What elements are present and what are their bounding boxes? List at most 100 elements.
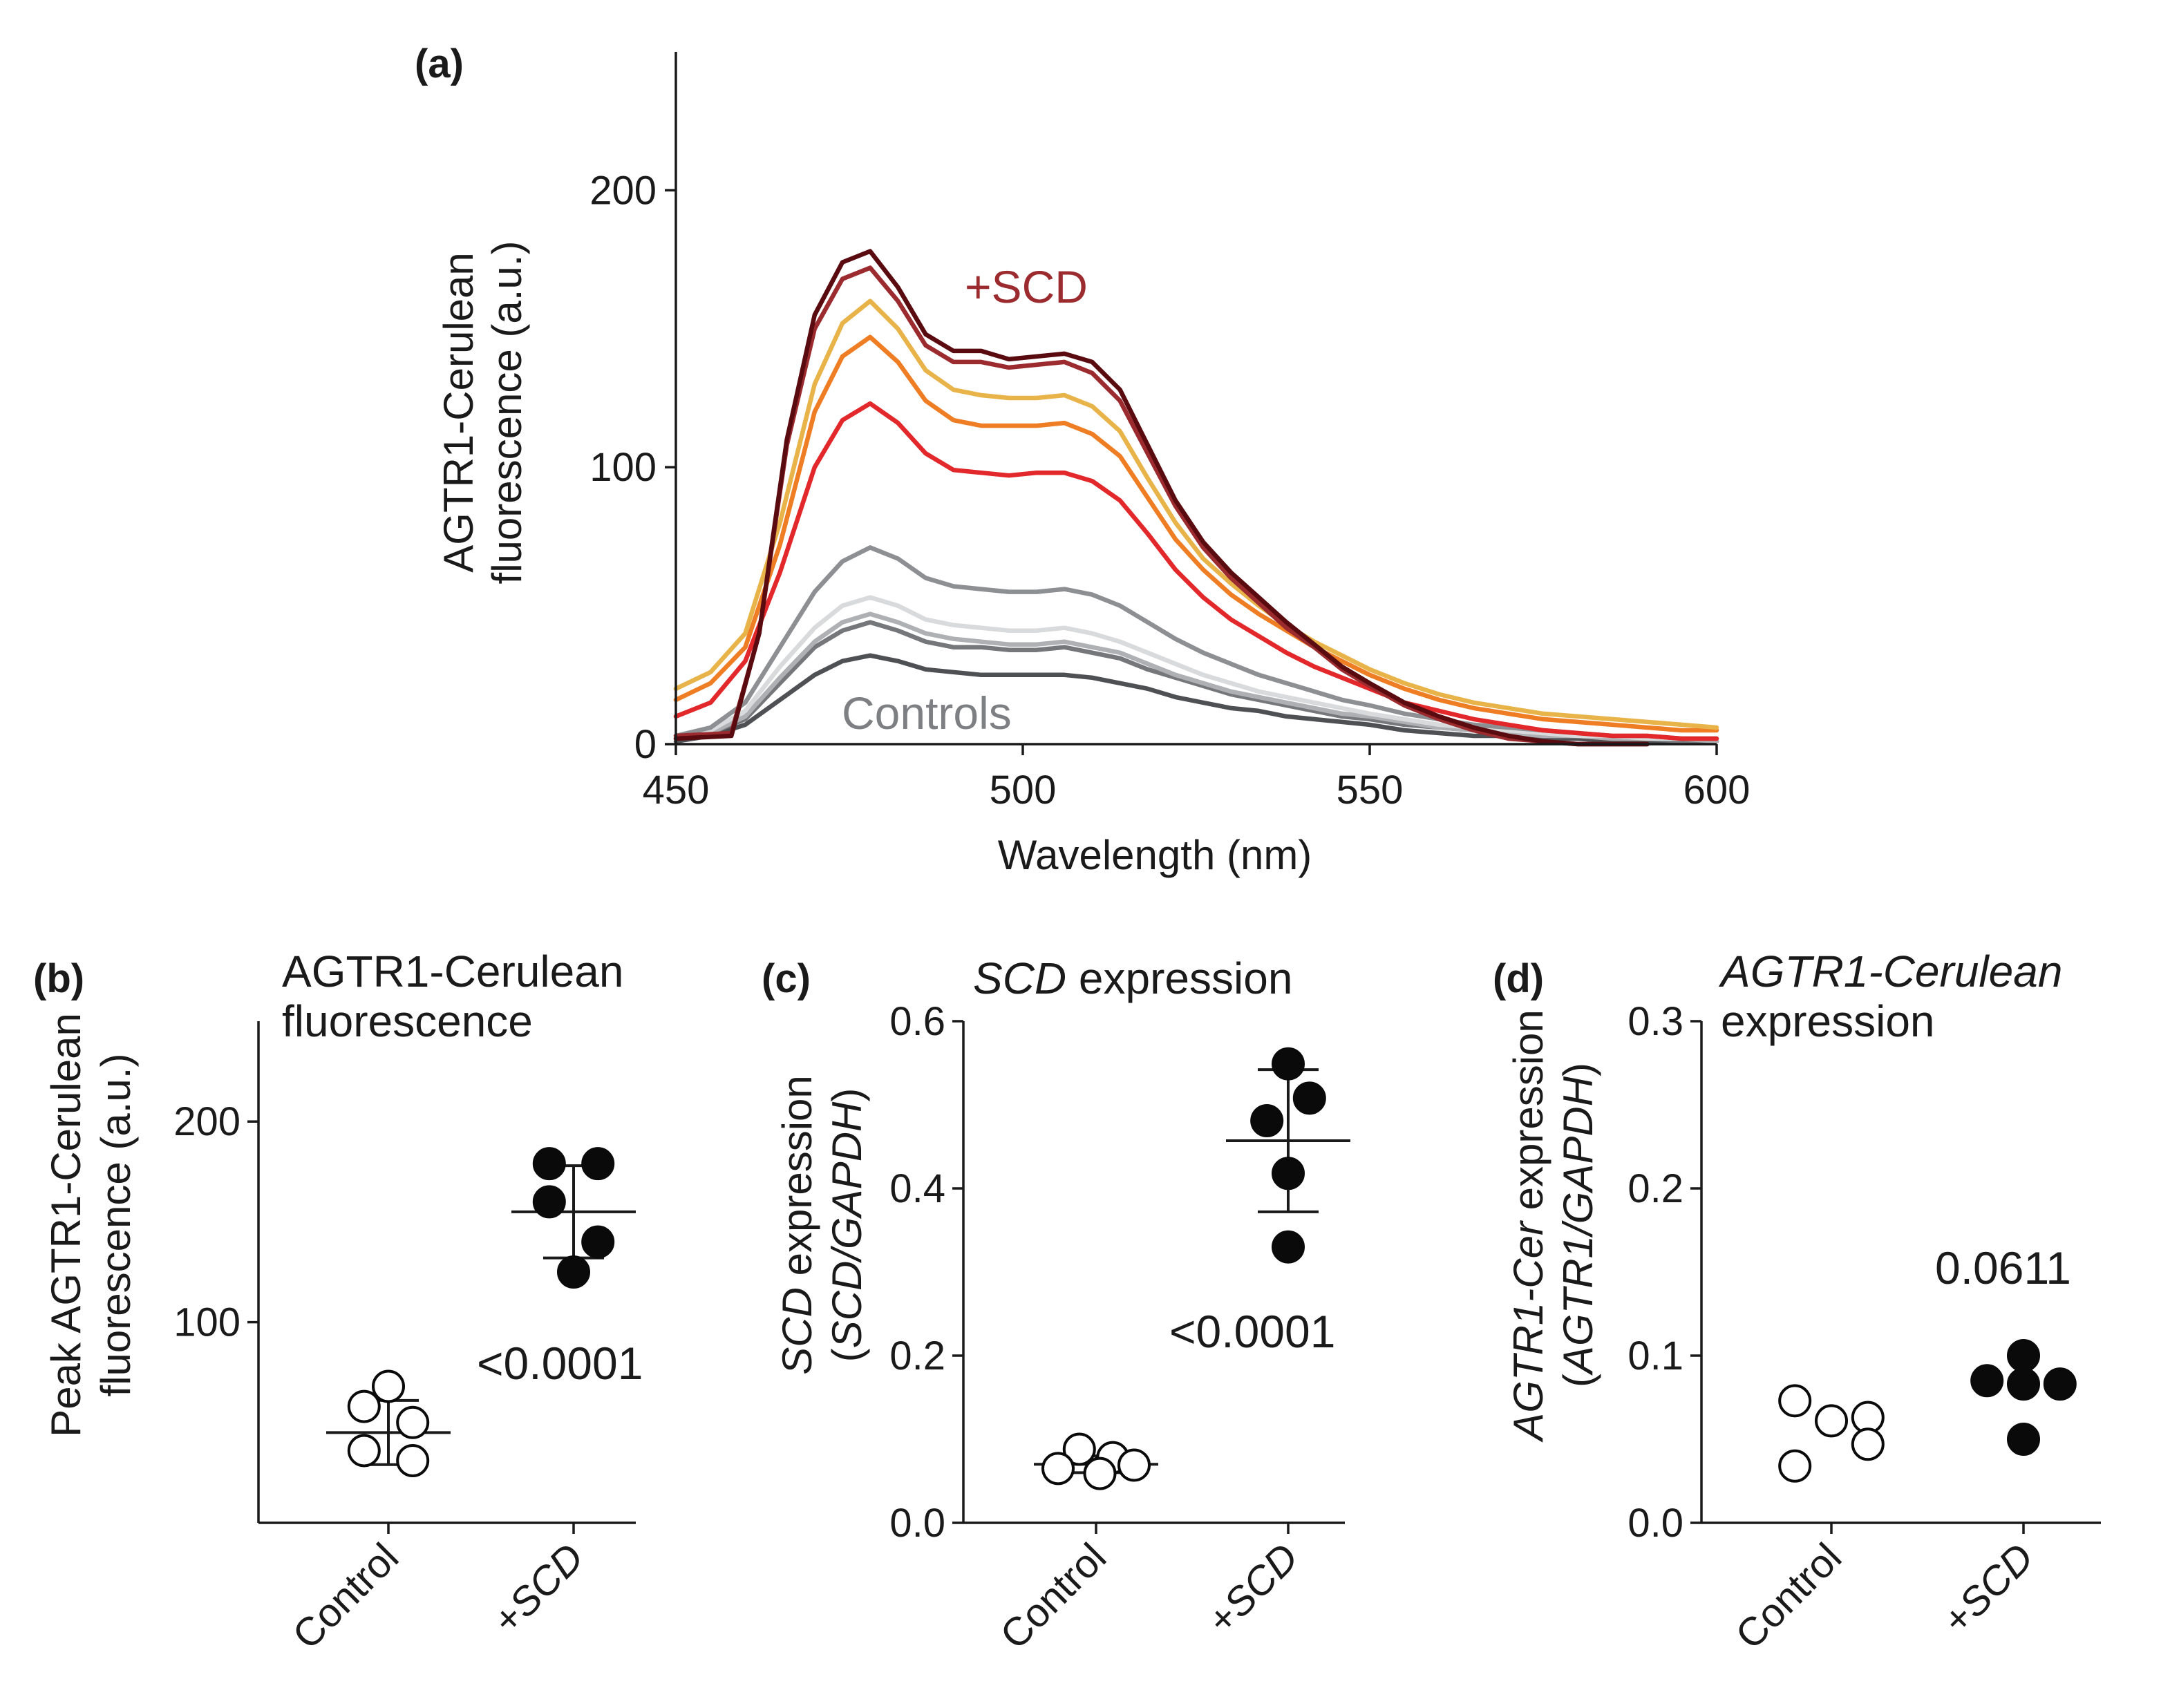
spectrum-line-control-8 <box>673 611 1719 744</box>
panel-c-y-label-word: expression <box>774 1075 820 1287</box>
scd-data-point <box>1272 1157 1305 1190</box>
spectrum-line-scd-2 <box>673 265 1650 747</box>
panel-c-scatter: (c) SCD expression SCD expression (SCD/G… <box>762 953 1350 1658</box>
control-data-point <box>1815 1404 1848 1438</box>
spectrum-line-scd-3 <box>673 298 1719 730</box>
scd-data-point <box>532 1147 566 1181</box>
panel-c-y-label-open: ( <box>824 1348 870 1362</box>
panel-a-y-label-line2: fluorescence (a.u.) <box>484 241 530 585</box>
spectrum-line-control-7 <box>673 595 1719 741</box>
scd-data-point <box>2007 1367 2040 1401</box>
panel-d-y-label-close: ) <box>1555 1063 1601 1076</box>
panel-c-y-label-ratio: SCD/GAPDH <box>824 1101 870 1348</box>
x-tick-label: 550 <box>1337 768 1404 813</box>
panel-c-y-label-gene: SCD <box>774 1287 820 1375</box>
scd-data-point <box>2007 1423 2040 1456</box>
spectrum-line-control-6 <box>673 545 1719 741</box>
panel-d-label: (d) <box>1493 956 1544 1001</box>
panel-d-title-line2: expression <box>1721 996 1935 1046</box>
y-tick-label: 0 <box>634 722 657 767</box>
scd-data-point <box>1272 1047 1305 1081</box>
x-category-label: +SCD <box>484 1535 593 1643</box>
scd-data-point <box>1272 1230 1305 1264</box>
x-category-label: Control <box>1727 1535 1850 1658</box>
x-category-label: +SCD <box>1934 1535 2043 1643</box>
panel-d-y-label-open: ( <box>1555 1374 1601 1387</box>
panel-a-x-label: Wavelength (nm) <box>998 832 1312 878</box>
panel-b-scatter: (b) AGTR1-Cerulean fluorescence Peak AGT… <box>33 947 643 1658</box>
x-category-label: Control <box>992 1535 1115 1658</box>
panel-b-title-line2: fluorescence <box>282 996 533 1046</box>
y-tick-label: 100 <box>589 445 657 490</box>
panel-b-y-label-line1: Peak AGTR1-Cerulean <box>43 1013 89 1437</box>
spectrum-line-scd-5 <box>673 401 1719 741</box>
panel-c-pvalue: <0.0001 <box>1169 1306 1335 1357</box>
panel-b-y-label-line2: fluorescence (a.u.) <box>93 1054 139 1397</box>
panel-d-scatter: (d) AGTR1-Cerulean expression AGTR1-Cer … <box>1493 947 2101 1658</box>
y-tick-label: 0.3 <box>1628 999 1683 1044</box>
scd-data-point <box>2043 1367 2077 1401</box>
spectrum-line-scd-4 <box>673 334 1719 733</box>
control-data-point <box>1778 1384 1812 1418</box>
control-data-point <box>1041 1452 1075 1486</box>
y-tick-label: 200 <box>589 168 657 213</box>
panel-c-label: (c) <box>762 956 811 1001</box>
panel-d-y-label-gene: AGTR1-Cer <box>1505 1220 1551 1443</box>
control-data-point <box>372 1369 405 1403</box>
spectrum-line-scd-1 <box>673 249 1650 747</box>
control-data-point <box>396 1405 430 1439</box>
scd-data-point <box>1250 1103 1284 1137</box>
panel-a-curves <box>673 249 1719 747</box>
control-data-point <box>347 1434 381 1468</box>
scd-data-point <box>581 1225 615 1259</box>
x-tick-label: 450 <box>643 768 710 813</box>
panel-c-y-label-line2: (SCD/GAPDH) <box>824 1088 870 1363</box>
panel-d-y-label-word: expression <box>1505 1009 1551 1222</box>
y-tick-label: 100 <box>173 1300 240 1345</box>
control-data-point <box>1778 1449 1812 1483</box>
scd-data-point <box>1292 1081 1326 1115</box>
scd-annotation: +SCD <box>965 261 1088 312</box>
control-data-point <box>1062 1432 1096 1466</box>
y-tick-label: 0.6 <box>889 999 945 1044</box>
x-category-label: Control <box>284 1535 407 1658</box>
panel-b-pvalue: <0.0001 <box>477 1338 643 1389</box>
panel-b-title-line1: AGTR1-Cerulean <box>282 947 623 996</box>
control-data-point <box>1851 1427 1885 1461</box>
control-data-point <box>347 1389 381 1423</box>
panel-c-y-label-line1: SCD expression <box>774 1075 820 1375</box>
y-tick-label: 0.4 <box>889 1166 945 1211</box>
control-data-point <box>1117 1448 1151 1482</box>
panel-a-ticks: 450 500 550 600 0 100 200 <box>589 168 1750 813</box>
panel-d-y-label-line2: (AGTR1/GAPDH) <box>1555 1063 1601 1387</box>
x-tick-label: 500 <box>990 768 1057 813</box>
panel-a-y-label-line1: AGTR1-Cerulean <box>435 252 482 573</box>
panel-a-label: (a) <box>415 41 464 86</box>
y-tick-label: 0.1 <box>1628 1334 1683 1378</box>
controls-annotation: Controls <box>842 687 1012 739</box>
y-tick-label: 200 <box>173 1099 240 1144</box>
panel-c-title-rest: expression <box>1066 953 1292 1003</box>
scd-data-point <box>557 1255 590 1289</box>
y-tick-label: 0.0 <box>889 1501 945 1546</box>
y-tick-label: 0.2 <box>889 1334 945 1378</box>
panel-d-plot: 0.0 0.1 0.2 0.3 Control +SCD <box>1628 999 2077 1658</box>
scd-data-point <box>581 1147 615 1181</box>
scd-data-point <box>2007 1339 2040 1372</box>
panel-d-y-label-ratio: AGTR1/GAPDH <box>1555 1076 1601 1376</box>
panel-d-title-line1: AGTR1-Cerulean <box>1718 947 2062 996</box>
scd-data-point <box>532 1185 566 1219</box>
y-tick-label: 0.0 <box>1628 1501 1683 1546</box>
panel-c-title: SCD expression <box>973 953 1292 1003</box>
scd-data-point <box>1970 1364 2004 1398</box>
x-tick-label: 600 <box>1683 768 1751 813</box>
panel-b-label: (b) <box>33 956 84 1001</box>
x-category-label: +SCD <box>1199 1535 1308 1643</box>
panel-d-y-label-line1: AGTR1-Cer expression <box>1505 1009 1551 1443</box>
control-data-point <box>1083 1456 1117 1490</box>
panel-c-y-label-close: ) <box>824 1088 870 1102</box>
control-data-point <box>396 1443 430 1477</box>
y-tick-label: 0.2 <box>1628 1166 1683 1211</box>
